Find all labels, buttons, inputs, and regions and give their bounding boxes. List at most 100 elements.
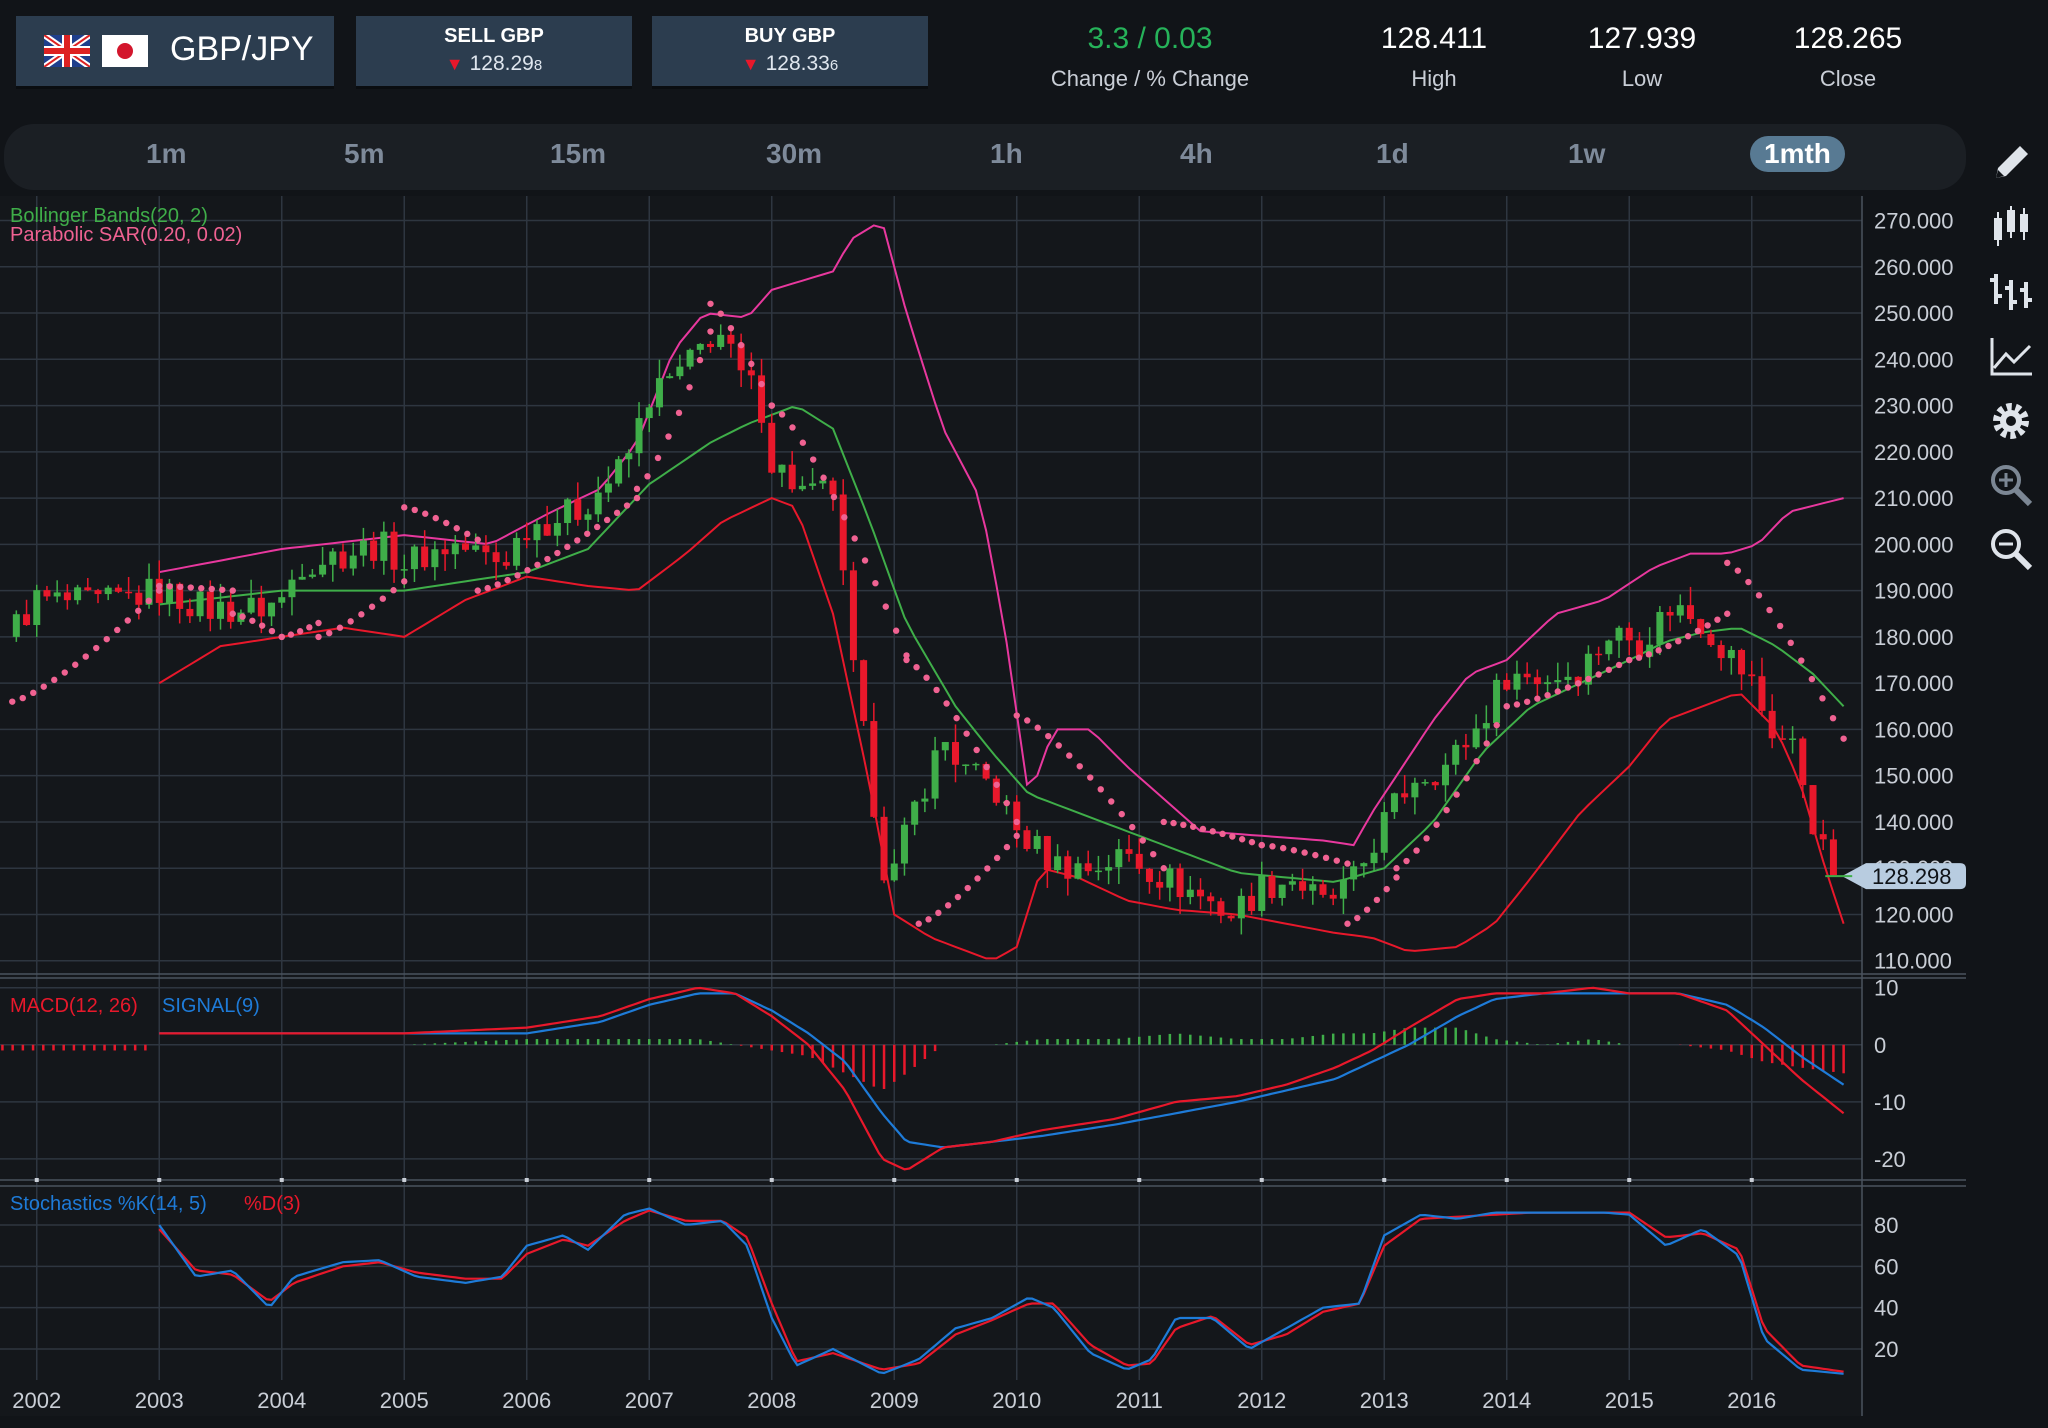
candle-down [390,531,398,570]
timeframe-1mth[interactable]: 1mth [1750,136,1845,172]
candle-up [1166,868,1174,888]
sar-dot [944,902,952,909]
candle-down [1707,634,1715,646]
x-tick-label: 2012 [1237,1388,1286,1413]
candle-up [33,590,41,626]
low-stat: 127.939 Low [1572,22,1712,92]
x-tick-label: 2007 [625,1388,674,1413]
sar-dot [903,656,910,664]
sar-dot [686,384,693,391]
timeframe-1m[interactable]: 1m [146,138,187,169]
x-tick-label: 2013 [1360,1388,1409,1413]
timeframe-5m[interactable]: 5m [344,138,385,169]
candle-up [1472,728,1480,748]
sar-dot [1724,559,1731,567]
candle-up [513,537,521,566]
timeframe-1d[interactable]: 1d [1376,138,1409,169]
sar-dot [1013,712,1020,719]
sar-dot [1493,721,1500,729]
candle-up [217,601,224,619]
sar-dot [544,555,551,563]
year-marker [892,1178,897,1182]
top-bar: GBP/JPY SELL GBP ▼ 128.298 BUY GBP ▼ 128.3… [0,0,2048,118]
candle-down [1319,884,1327,895]
sar-dot [443,519,450,527]
sar-dot [514,572,521,579]
candle-down [982,763,990,779]
sar-dot [453,525,460,532]
sar-dot [1433,821,1440,828]
chart-area[interactable]: 2002 2003 2004 2005 2006 2007 2008 2009 2010 2011… [0,196,1966,1428]
sar-dot [644,473,651,480]
sar-dot [278,633,285,641]
candle-down [1145,868,1153,882]
candle-up [1421,782,1429,784]
sar-dot [851,535,858,542]
candle-down [574,499,582,520]
sar-dot [114,626,121,634]
sar-dot [1363,906,1371,913]
candlestick-icon[interactable] [1984,200,2038,254]
buy-gbp-button[interactable]: BUY GBP ▼ 128.336 [652,16,928,86]
sar-dot [249,617,256,624]
timeframe-30m[interactable]: 30m [766,138,823,169]
line-chart-icon[interactable] [1984,330,2038,384]
y-tick-label: 220.000 [1874,440,1954,465]
sar-dot [239,613,246,620]
candle-down [1523,673,1531,678]
sar-dot [1034,724,1041,731]
sar-dot [198,585,205,592]
macd-tick-label: -10 [1874,1090,1906,1115]
zoom-in-icon[interactable] [1984,458,2038,512]
timeframe-15m[interactable]: 15m [550,138,607,169]
sar-dot [1575,680,1582,687]
ohlc-bars-icon[interactable] [1984,264,2038,318]
sar-dot [1655,647,1662,654]
sar-dot [1766,606,1773,614]
year-marker [402,1178,407,1182]
candle-down [1635,640,1643,657]
timeframe-1h[interactable]: 1h [990,138,1023,169]
y-tick-label: 240.000 [1874,347,1954,372]
year-marker [34,1178,39,1182]
candle-up [1646,644,1654,657]
sar-dot [51,676,58,684]
sar-dot [623,502,631,509]
timeframe-4h[interactable]: 4h [1180,138,1213,169]
candle-down [1268,875,1276,898]
y-tick-label: 230.000 [1874,394,1954,419]
sar-dot [1150,850,1157,858]
candle-down [339,551,347,569]
candle-up [941,742,949,751]
sar-dot [1544,691,1551,699]
candle-down [206,591,214,619]
sar-dot [993,854,1001,862]
candle-up [1554,680,1562,683]
bollinger-upper-band [159,224,1844,847]
candle-down [84,587,92,591]
candle-down [1329,894,1337,899]
sar-dot [1258,841,1265,849]
high-stat: 128.411 High [1364,22,1504,92]
sar-dot [1003,799,1010,807]
candle-down [1299,881,1307,891]
candle-up [696,343,704,350]
sar-dot [1219,830,1226,838]
sar-dot [1301,849,1308,856]
sar-dot [993,781,1000,788]
sar-dot [1595,671,1602,678]
gear-icon[interactable] [1984,394,2038,448]
candle-down [370,540,378,561]
sar-dot [933,686,940,694]
sar-dot [1483,740,1490,747]
currency-pair-selector[interactable]: GBP/JPY [16,16,334,86]
candle-down [1799,738,1807,786]
stoch-d-legend: %D(3) [244,1193,301,1215]
year-marker [1137,1178,1142,1182]
pencil-icon[interactable] [1984,136,2038,190]
timeframe-1w[interactable]: 1w [1568,138,1606,169]
candle-down [788,464,796,490]
zoom-out-icon[interactable] [1984,522,2038,576]
sell-gbp-button[interactable]: SELL GBP ▼ 128.298 [356,16,632,86]
candle-down [727,334,735,344]
